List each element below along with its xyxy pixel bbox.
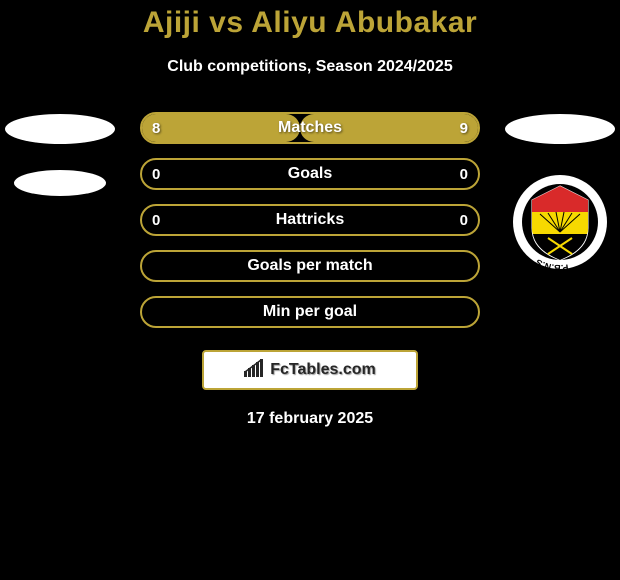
stat-label: Goals [288, 165, 332, 183]
subtitle: Club competitions, Season 2024/2025 [0, 58, 620, 76]
page-title: Ajiji vs Aliyu Abubakar [0, 0, 620, 40]
stat-value-left: 8 [152, 120, 160, 137]
stat-value-left: 0 [152, 212, 160, 229]
brand-footer[interactable]: FcTables.com [202, 350, 418, 390]
stat-label: Hattricks [276, 211, 344, 229]
comparison-block: P.B.N.S 8 9 Matches 0 0 Goals 0 0 Hattricks Goals… [0, 112, 620, 328]
stat-label: Matches [278, 119, 342, 137]
club-badge-icon: P.B.N.S [510, 172, 610, 272]
date-text: 17 february 2025 [0, 410, 620, 428]
stat-row: Min per goal [140, 296, 480, 328]
stat-row: 0 0 Goals [140, 158, 480, 190]
right-player-avatar-1 [505, 114, 615, 144]
stat-label: Min per goal [263, 303, 357, 321]
page: Ajiji vs Aliyu Abubakar Club competition… [0, 0, 620, 580]
stat-row: 8 9 Matches [140, 112, 480, 144]
stat-row: 0 0 Hattricks [140, 204, 480, 236]
stat-row: Goals per match [140, 250, 480, 282]
left-player-avatar-2 [14, 170, 106, 196]
stat-rows: 8 9 Matches 0 0 Goals 0 0 Hattricks Goals per mat… [140, 112, 480, 328]
left-player-avatar-1 [5, 114, 115, 144]
right-player-club-badge: P.B.N.S [510, 172, 610, 272]
bars-icon [244, 359, 266, 382]
stat-fill-left [142, 114, 300, 142]
stat-value-right: 0 [460, 212, 468, 229]
right-player-col: P.B.N.S [500, 112, 620, 272]
left-player-col [0, 112, 120, 196]
stat-value-right: 9 [460, 120, 468, 137]
brand-text: FcTables.com [270, 361, 376, 379]
stat-label: Goals per match [247, 257, 372, 275]
stat-value-left: 0 [152, 166, 160, 183]
stat-value-right: 0 [460, 166, 468, 183]
